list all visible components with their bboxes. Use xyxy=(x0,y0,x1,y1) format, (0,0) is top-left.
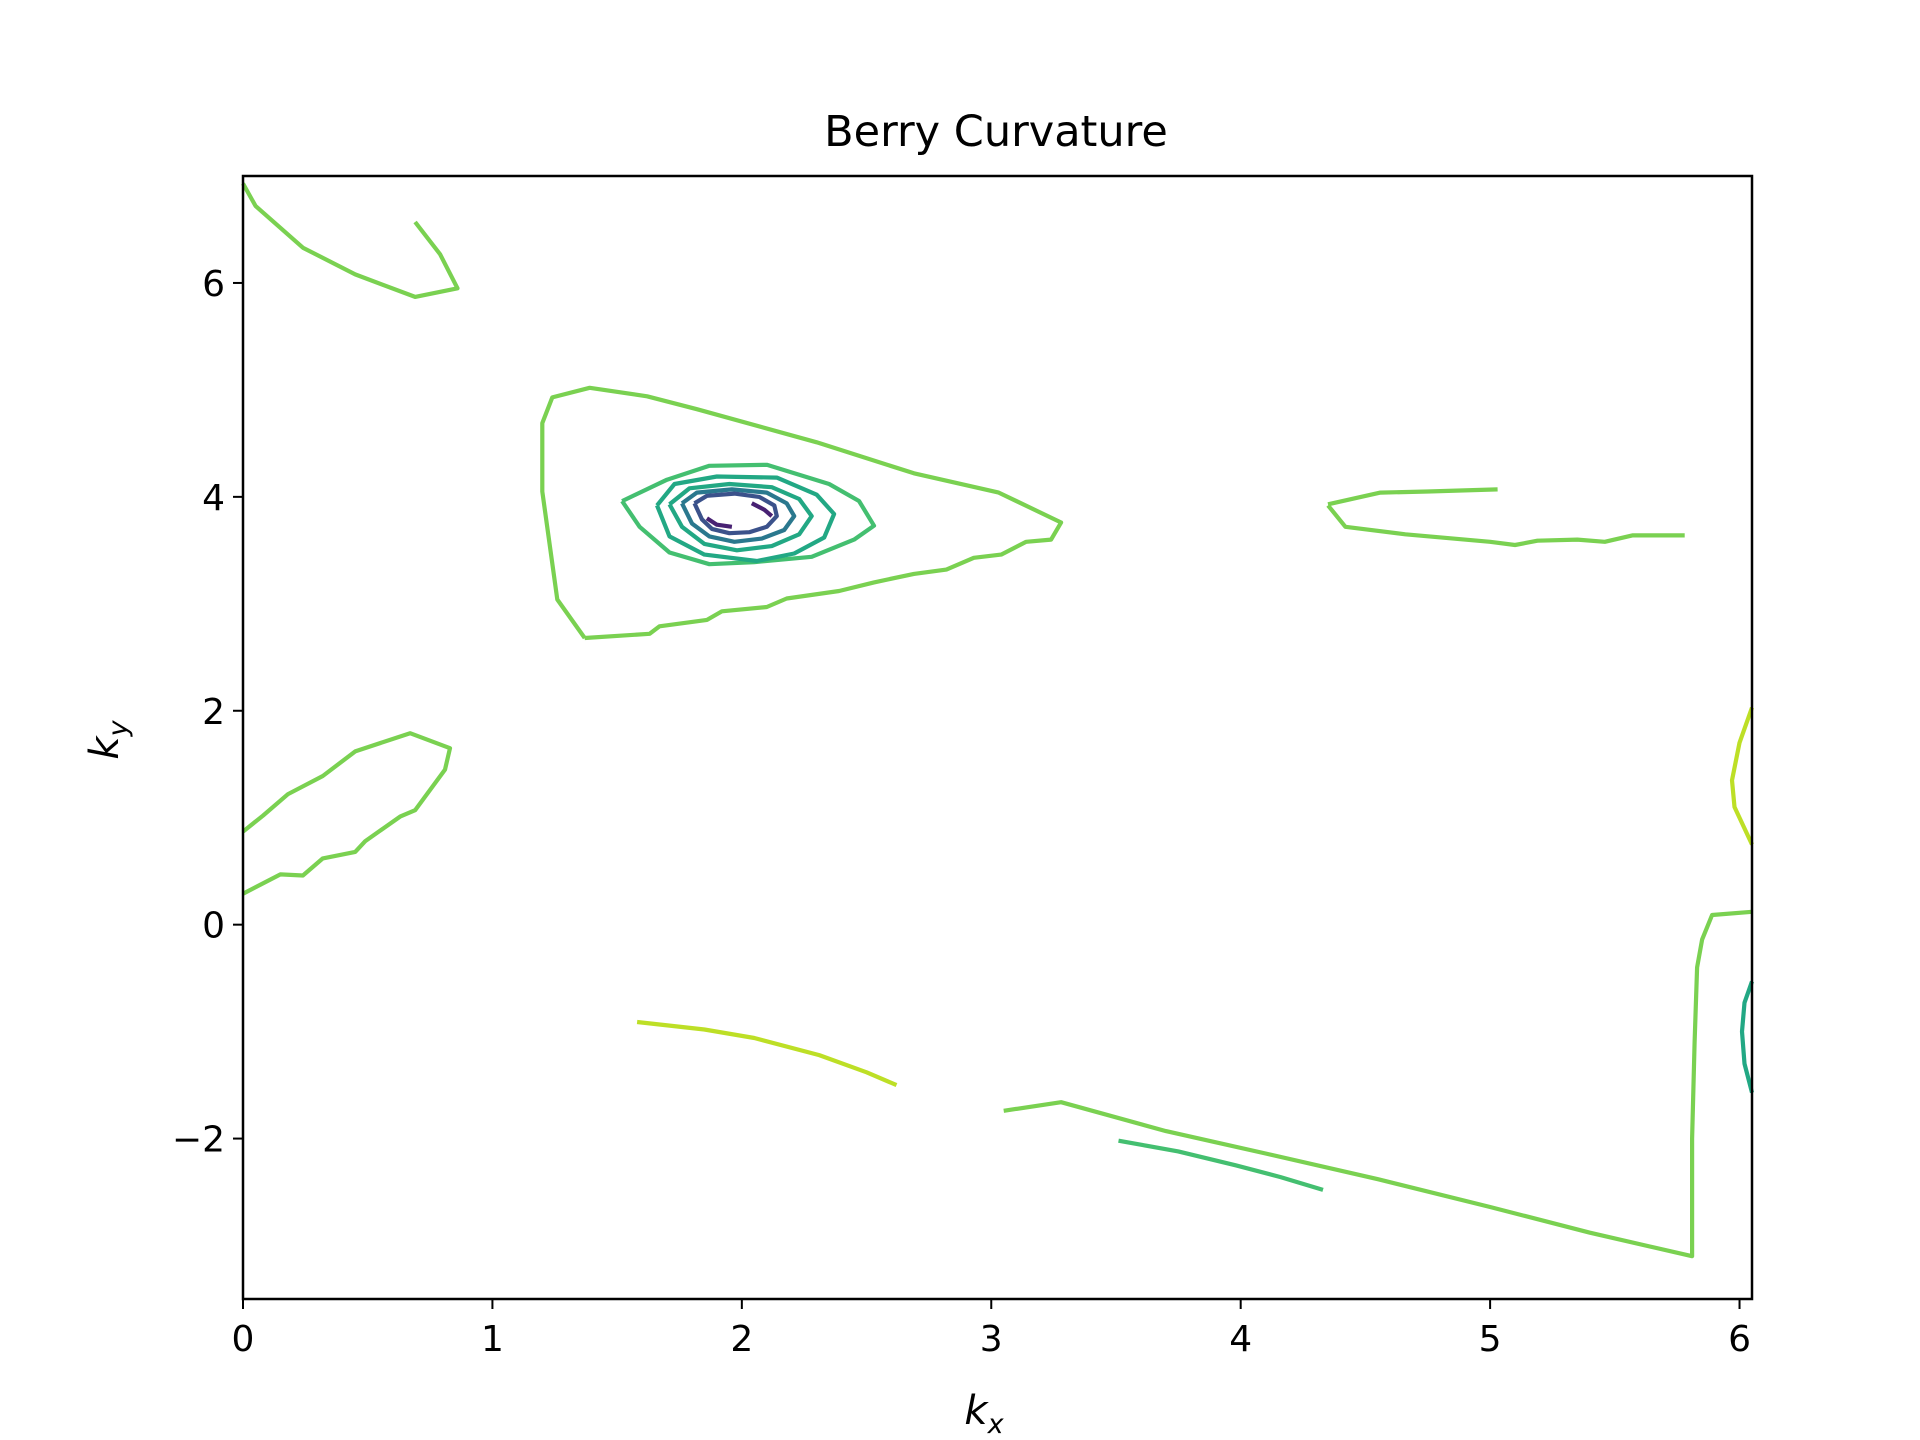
x-tick-label: 4 xyxy=(1229,1319,1252,1360)
contour-line xyxy=(667,481,814,553)
contour-line xyxy=(241,731,453,896)
contour-line xyxy=(692,491,779,536)
contour-line xyxy=(680,487,797,544)
x-tick-label: 0 xyxy=(232,1319,255,1360)
x-axis-label: kx xyxy=(964,1388,1004,1440)
contour-line xyxy=(1327,487,1498,507)
x-tick-label: 3 xyxy=(980,1319,1003,1360)
x-tick-label: 1 xyxy=(481,1319,504,1360)
x-axis-ticks: 0 1 2 3 4 5 6 xyxy=(232,1299,1751,1360)
y-axis-ticks: −2 0 2 4 6 xyxy=(172,264,243,1161)
contour-line xyxy=(1739,980,1755,1094)
contour-lines xyxy=(241,182,1755,1259)
contour-line xyxy=(540,385,1064,641)
contour-line xyxy=(241,182,460,299)
contour-line xyxy=(636,1019,898,1088)
contour-line xyxy=(655,474,837,564)
y-tick-label: 2 xyxy=(202,692,225,733)
contour-line xyxy=(1003,909,1753,1259)
y-axis-label: ky xyxy=(82,719,134,759)
x-tick-label: 5 xyxy=(1479,1319,1502,1360)
contour-line xyxy=(620,462,877,567)
contour-line xyxy=(705,516,733,529)
chart-title: Berry Curvature xyxy=(824,107,1168,157)
y-tick-label: 6 xyxy=(202,264,225,305)
y-tick-label: −2 xyxy=(172,1120,225,1161)
y-tick-label: 0 xyxy=(202,906,225,947)
y-tick-label: 4 xyxy=(202,478,225,519)
contour-line xyxy=(1729,706,1754,846)
plot-frame xyxy=(241,174,1754,1301)
x-tick-label: 2 xyxy=(730,1319,753,1360)
x-tick-label: 6 xyxy=(1728,1319,1751,1360)
contour-line xyxy=(1326,504,1685,548)
contour-line xyxy=(1118,1138,1324,1192)
contour-line xyxy=(750,501,774,518)
